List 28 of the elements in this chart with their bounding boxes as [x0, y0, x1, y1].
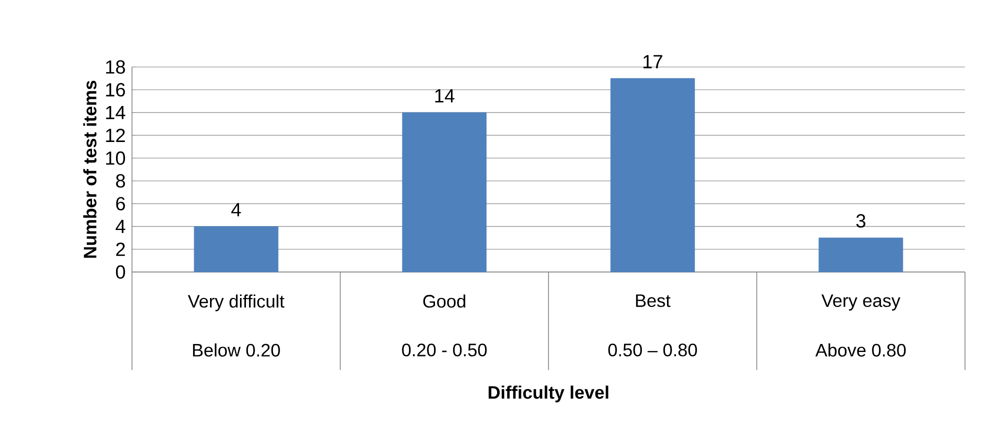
y-tick-label: 18 [106, 60, 125, 74]
bar [610, 78, 695, 272]
y-tick-label: 2 [116, 242, 125, 256]
data-label: 17 [644, 55, 662, 68]
bar [818, 238, 904, 272]
y-tick-label: 10 [106, 151, 126, 165]
y-tick-label: 16 [106, 83, 125, 97]
x-axis-title: Difficulty level [488, 386, 608, 402]
y-tick-label: 4 [116, 220, 126, 233]
x-tick-label: Best [636, 294, 671, 308]
text: Below 0.20 [193, 343, 280, 357]
data-label: 3 [856, 214, 866, 228]
bar [402, 112, 487, 272]
y-tick-label: 0 [116, 265, 126, 279]
x-tick-label: Very difficult [188, 294, 284, 312]
y-axis-title: Number of test items [83, 80, 96, 258]
y-tick-label: 6 [116, 196, 125, 210]
text: 0.20 - 0.50 [402, 344, 487, 356]
x-tick-label: Good [423, 294, 466, 308]
y-tick-label: 8 [116, 174, 125, 188]
data-label: 4 [231, 203, 241, 216]
text: 0.50 – 0.80 [608, 344, 697, 356]
bar [194, 226, 278, 272]
y-tick-label: 14 [106, 106, 126, 120]
x-tick-label: Very easy [821, 294, 900, 311]
y-tick-label: 12 [106, 128, 125, 142]
text: Above 0.80 [815, 343, 906, 357]
data-label: 14 [435, 89, 454, 102]
